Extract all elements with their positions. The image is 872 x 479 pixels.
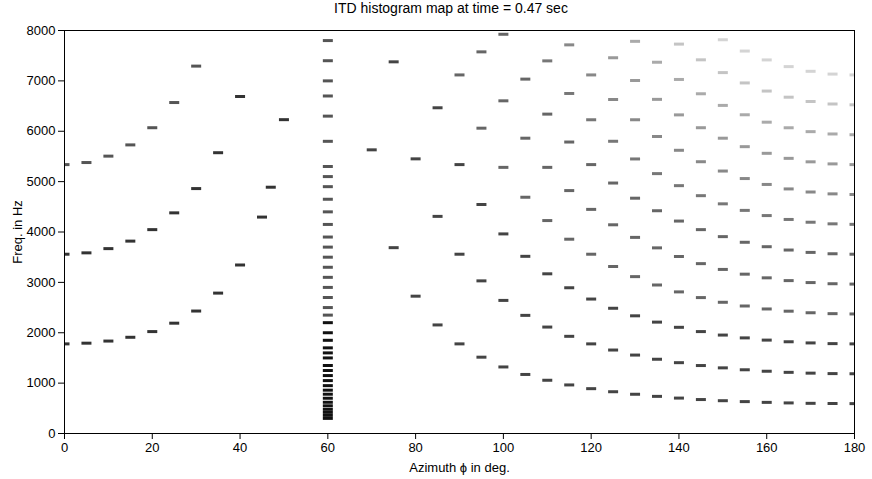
svg-text:140: 140 xyxy=(668,440,690,455)
svg-text:180: 180 xyxy=(844,440,866,455)
html-text:ITD histogram map at time = 0.: ITD histogram map at time = 0.47 sec xyxy=(334,0,568,16)
svg-text:7000: 7000 xyxy=(27,73,56,88)
svg-text:4000: 4000 xyxy=(27,224,56,239)
svg-text:3000: 3000 xyxy=(27,275,56,290)
svg-text:80: 80 xyxy=(408,440,422,455)
svg-text:2000: 2000 xyxy=(27,325,56,340)
svg-text:40: 40 xyxy=(233,440,247,455)
svg-text:8000: 8000 xyxy=(27,23,56,38)
svg-text:1000: 1000 xyxy=(27,375,56,390)
svg-text:20: 20 xyxy=(145,440,159,455)
svg-text:6000: 6000 xyxy=(27,123,56,138)
svg-text:0: 0 xyxy=(61,440,68,455)
svg-text:60: 60 xyxy=(321,440,335,455)
svg-text:0: 0 xyxy=(48,426,55,441)
svg-text:120: 120 xyxy=(580,440,602,455)
svg-text:160: 160 xyxy=(756,440,778,455)
svg-text:100: 100 xyxy=(493,440,515,455)
svg-text:Freq. in Hz: Freq. in Hz xyxy=(10,200,25,264)
svg-text:5000: 5000 xyxy=(27,174,56,189)
svg-text:Azimuth ϕ in deg.: Azimuth ϕ in deg. xyxy=(409,460,510,475)
